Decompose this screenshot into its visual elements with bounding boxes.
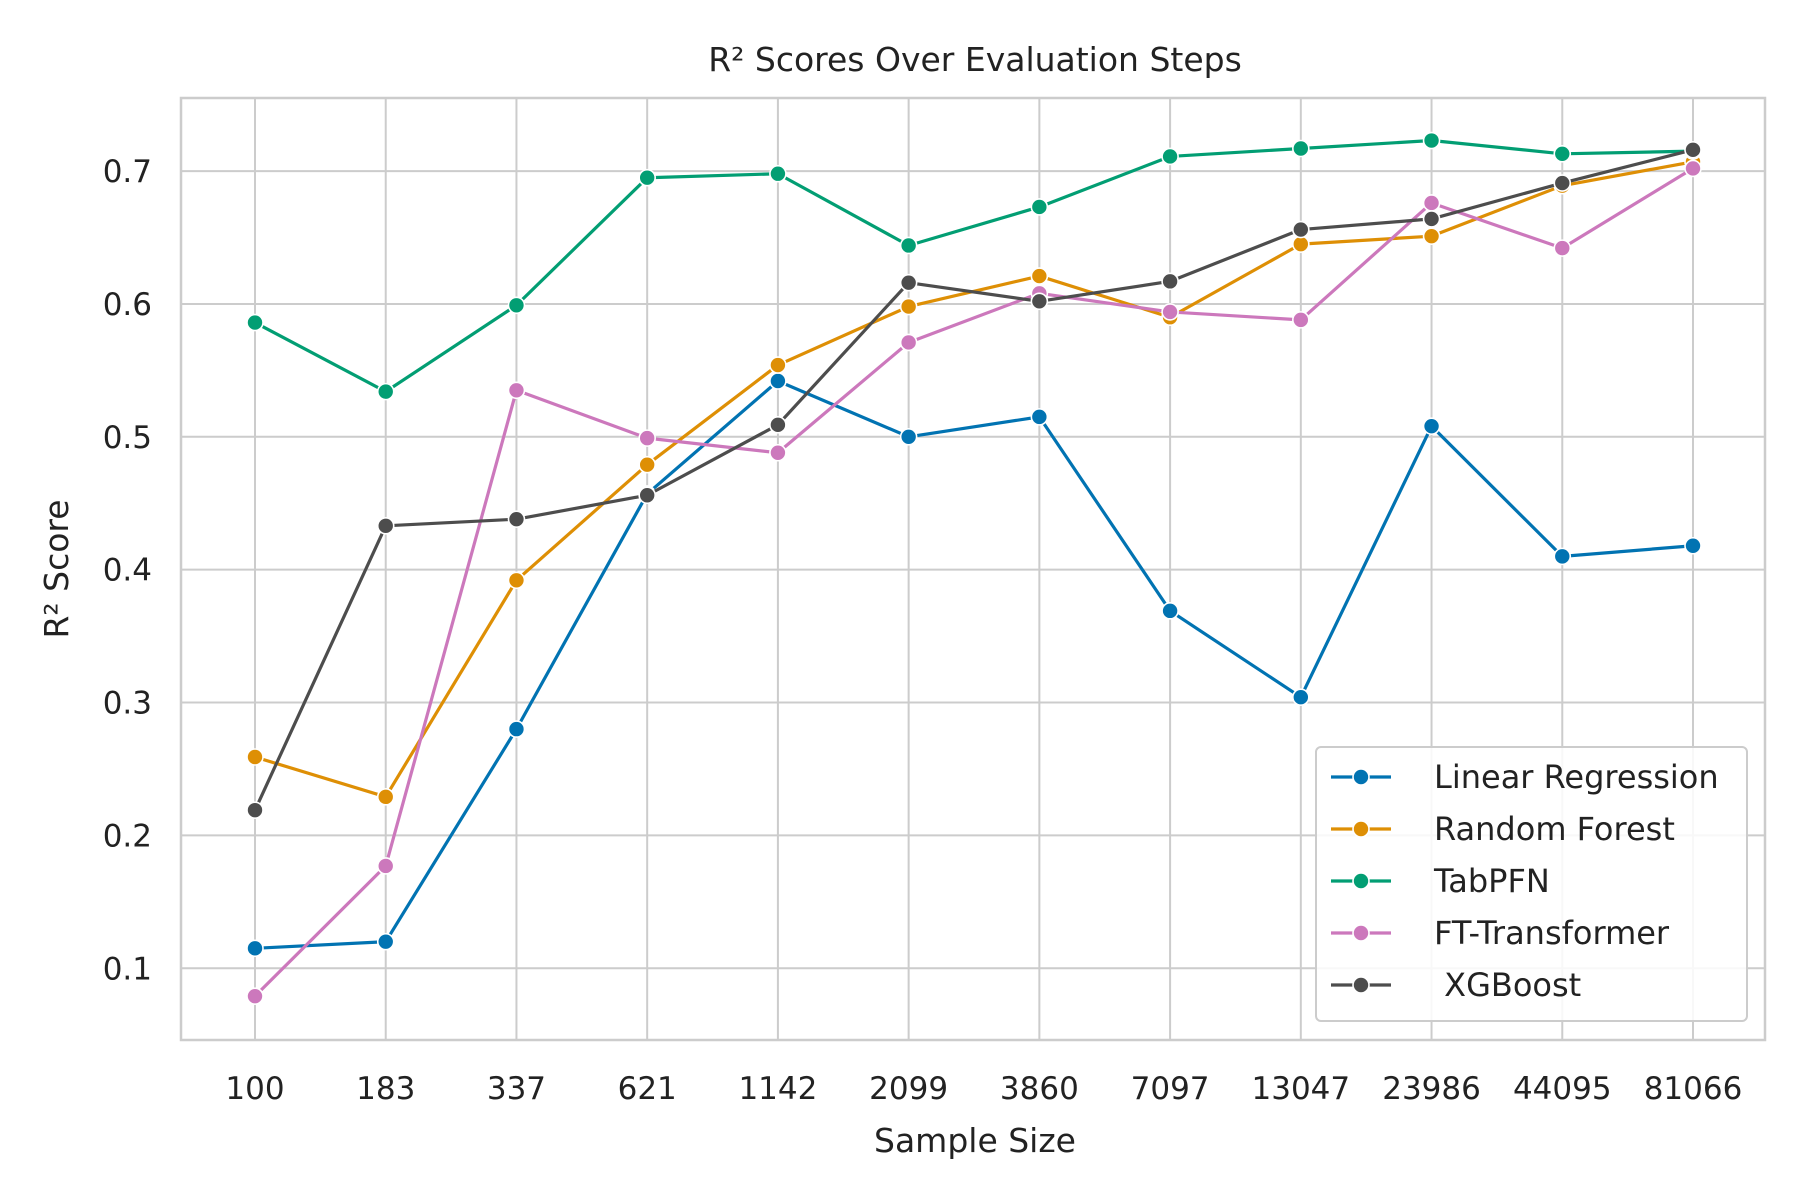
data-point [507,381,526,400]
series-group [246,131,1702,1005]
data-point [1553,239,1572,257]
data-point [1422,194,1441,212]
x-tick-label: 44095 [1513,1071,1612,1107]
data-point [507,296,526,315]
legend-swatch-marker [1352,820,1370,838]
data-point [1030,292,1049,311]
x-tick-label: 13047 [1252,1071,1351,1107]
data-point [1161,272,1179,291]
chart-title: R² Scores Over Evaluation Steps [708,40,1242,79]
data-point [1684,141,1702,159]
x-tick-label: 183 [356,1071,415,1107]
legend-box [1315,746,1748,1022]
data-point [376,788,395,806]
x-tick-label: 23986 [1382,1071,1481,1107]
legend-label: XGBoost [1434,966,1581,1004]
legend-swatch-marker [1352,768,1370,786]
x-axis-label: Sample Size [874,1121,1076,1160]
data-point [246,748,264,766]
legend-swatch-marker [1352,872,1370,890]
x-tick-label: 1142 [738,1071,817,1107]
data-point [769,372,787,390]
x-tick-labels: 100 183 337 621 1142 2099 3860 7097 13047 23986 44… [225,1071,1742,1107]
data-point [769,356,787,374]
data-point [1422,210,1441,228]
series-ft-transformer [246,159,1702,1005]
y-tick-label: 0.5 [103,420,152,456]
data-point [376,382,395,401]
data-point [1292,311,1310,329]
data-point [1422,227,1441,245]
data-point [1030,198,1049,216]
series-xgboost [246,141,1702,819]
legend-label: Random Forest [1434,810,1675,848]
data-point [1553,547,1572,566]
y-tick-label: 0.7 [103,154,152,190]
data-point [376,857,395,875]
data-point [769,164,787,183]
data-point [246,313,264,332]
data-point [899,428,918,446]
data-point [1030,408,1049,426]
data-point [1422,417,1441,435]
data-point [1161,303,1179,321]
data-point [1292,220,1310,239]
x-tick-label: 621 [618,1071,677,1107]
data-point [376,517,395,535]
data-point [899,273,918,292]
x-tick-label: 2099 [869,1071,948,1107]
y-tick-labels: 0.1 0.2 0.3 0.4 0.5 0.6 0.7 [103,154,152,987]
data-point [1553,145,1572,163]
data-point [1292,139,1310,158]
data-point [1292,688,1310,707]
data-point [1292,235,1310,253]
legend-label: FT-Transformer [1434,914,1670,952]
data-point [899,297,918,316]
data-point [899,333,918,352]
x-tick-label: 3860 [1000,1071,1079,1107]
legend-label: TabPFN [1433,862,1550,900]
x-tick-label: 337 [487,1071,546,1107]
data-point [1684,536,1702,555]
y-tick-label: 0.3 [103,686,152,722]
legend: Linear Regression Random Forest TabPFN FT-T… [1315,746,1748,1022]
legend-swatch-marker [1352,924,1370,942]
data-point [1684,159,1702,178]
data-point [246,987,264,1005]
data-point [507,720,526,738]
y-tick-label: 0.2 [103,818,152,854]
y-tick-label: 0.1 [103,951,152,987]
data-point [1553,174,1572,192]
x-tick-label: 7097 [1131,1071,1210,1107]
data-point [1161,147,1179,166]
x-tick-label: 81066 [1644,1071,1743,1107]
data-point [1161,602,1179,620]
data-point [507,571,526,590]
data-point [769,443,787,462]
data-point [246,801,264,819]
series-line [254,138,1694,394]
data-point [638,455,656,474]
y-tick-label: 0.4 [103,553,152,589]
data-point [1422,131,1441,150]
x-tick-label: 100 [225,1071,284,1107]
plot-frame [179,96,1767,1042]
data-point [246,939,264,958]
data-point [769,416,787,434]
series-line [253,167,1694,998]
data-point [638,429,656,447]
data-point [638,168,656,187]
data-point [638,486,656,505]
y-tick-label: 0.6 [103,287,152,323]
legend-label: Linear Regression [1434,758,1719,796]
data-point [507,510,526,528]
data-point [1030,267,1049,285]
series-line [253,148,1694,811]
legend-swatch-marker [1352,976,1370,994]
data-point [899,236,918,255]
series-line [254,379,1694,950]
data-point [376,932,395,951]
y-axis-label: R² Score [37,499,76,638]
